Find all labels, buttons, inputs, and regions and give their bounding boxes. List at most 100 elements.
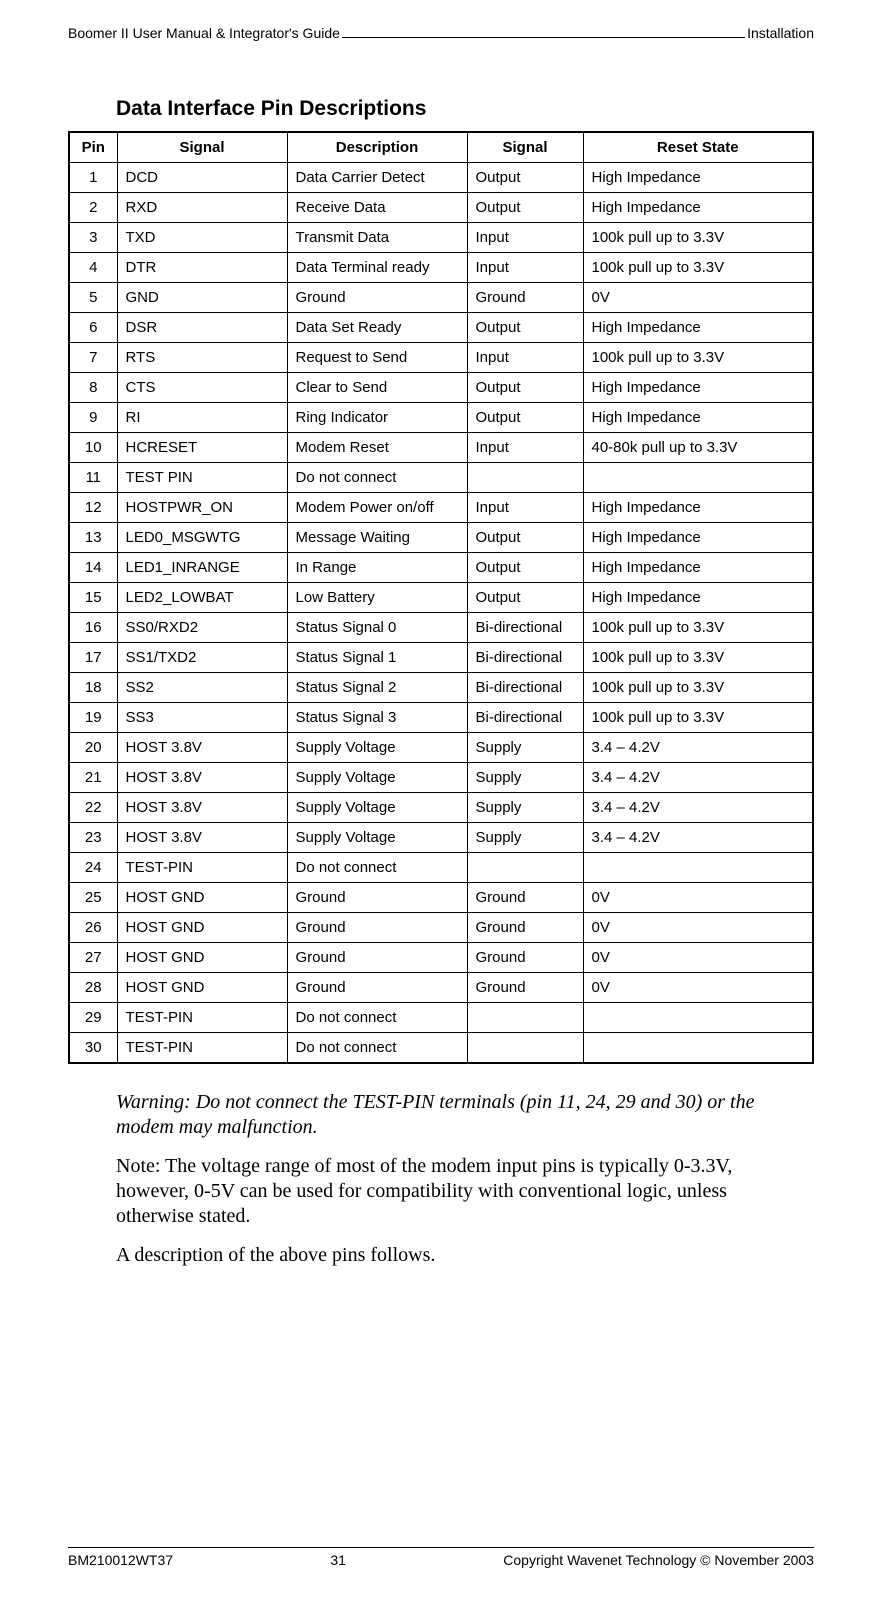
cell-pin: 30 — [69, 1033, 117, 1064]
cell-reset: 3.4 – 4.2V — [583, 823, 813, 853]
cell-signal: GND — [117, 283, 287, 313]
cell-signal: TXD — [117, 223, 287, 253]
table-row: 25HOST GNDGroundGround0V — [69, 883, 813, 913]
cell-dir — [467, 463, 583, 493]
cell-pin: 21 — [69, 763, 117, 793]
cell-dir: Input — [467, 253, 583, 283]
cell-desc: In Range — [287, 553, 467, 583]
cell-signal: RTS — [117, 343, 287, 373]
cell-signal: CTS — [117, 373, 287, 403]
table-row: 7RTSRequest to SendInput100k pull up to … — [69, 343, 813, 373]
table-row: 6DSRData Set ReadyOutputHigh Impedance — [69, 313, 813, 343]
cell-reset: High Impedance — [583, 193, 813, 223]
cell-desc: Ground — [287, 883, 467, 913]
table-row: 2RXDReceive DataOutputHigh Impedance — [69, 193, 813, 223]
cell-reset: 40-80k pull up to 3.3V — [583, 433, 813, 463]
table-row: 5GNDGroundGround0V — [69, 283, 813, 313]
cell-pin: 14 — [69, 553, 117, 583]
cell-signal: TEST PIN — [117, 463, 287, 493]
cell-pin: 16 — [69, 613, 117, 643]
cell-pin: 6 — [69, 313, 117, 343]
cell-reset: 100k pull up to 3.3V — [583, 703, 813, 733]
cell-signal: HOST 3.8V — [117, 823, 287, 853]
table-row: 23HOST 3.8VSupply VoltageSupply3.4 – 4.2… — [69, 823, 813, 853]
cell-pin: 12 — [69, 493, 117, 523]
cell-desc: Supply Voltage — [287, 823, 467, 853]
cell-desc: Request to Send — [287, 343, 467, 373]
cell-desc: Supply Voltage — [287, 763, 467, 793]
cell-desc: Status Signal 1 — [287, 643, 467, 673]
table-row: 27HOST GNDGroundGround0V — [69, 943, 813, 973]
cell-pin: 13 — [69, 523, 117, 553]
cell-dir: Bi-directional — [467, 703, 583, 733]
cell-signal: RI — [117, 403, 287, 433]
cell-pin: 26 — [69, 913, 117, 943]
cell-desc: Ring Indicator — [287, 403, 467, 433]
cell-signal: LED2_LOWBAT — [117, 583, 287, 613]
cell-desc: Ground — [287, 913, 467, 943]
page-header: Boomer II User Manual & Integrator's Gui… — [68, 25, 814, 41]
cell-reset: 3.4 – 4.2V — [583, 763, 813, 793]
footer-right: Copyright Wavenet Technology © November … — [503, 1552, 814, 1568]
cell-desc: Do not connect — [287, 1003, 467, 1033]
cell-signal: TEST-PIN — [117, 1033, 287, 1064]
cell-dir: Supply — [467, 823, 583, 853]
cell-dir: Supply — [467, 763, 583, 793]
cell-pin: 29 — [69, 1003, 117, 1033]
cell-dir: Ground — [467, 943, 583, 973]
cell-reset: 3.4 – 4.2V — [583, 733, 813, 763]
desc-follow-text: A description of the above pins follows. — [116, 1243, 804, 1268]
cell-signal: HCRESET — [117, 433, 287, 463]
cell-desc: Status Signal 3 — [287, 703, 467, 733]
cell-dir: Bi-directional — [467, 613, 583, 643]
cell-pin: 22 — [69, 793, 117, 823]
th-reset: Reset State — [583, 132, 813, 163]
cell-signal: HOST 3.8V — [117, 733, 287, 763]
cell-dir: Input — [467, 433, 583, 463]
table-row: 19SS3Status Signal 3Bi-directional100k p… — [69, 703, 813, 733]
table-row: 12HOSTPWR_ONModem Power on/offInputHigh … — [69, 493, 813, 523]
table-row: 18SS2Status Signal 2Bi-directional100k p… — [69, 673, 813, 703]
warning-text: Warning: Do not connect the TEST-PIN ter… — [116, 1090, 804, 1140]
cell-reset: 100k pull up to 3.3V — [583, 223, 813, 253]
table-row: 4DTRData Terminal readyInput100k pull up… — [69, 253, 813, 283]
cell-pin: 28 — [69, 973, 117, 1003]
cell-reset: High Impedance — [583, 523, 813, 553]
cell-signal: HOST GND — [117, 883, 287, 913]
cell-desc: Do not connect — [287, 853, 467, 883]
cell-pin: 18 — [69, 673, 117, 703]
cell-dir: Output — [467, 163, 583, 193]
cell-pin: 5 — [69, 283, 117, 313]
cell-signal: TEST-PIN — [117, 1003, 287, 1033]
cell-pin: 17 — [69, 643, 117, 673]
cell-dir: Output — [467, 583, 583, 613]
cell-desc: Data Carrier Detect — [287, 163, 467, 193]
cell-pin: 20 — [69, 733, 117, 763]
th-signal: Signal — [117, 132, 287, 163]
header-rule — [342, 27, 745, 38]
cell-dir: Output — [467, 313, 583, 343]
cell-reset: High Impedance — [583, 493, 813, 523]
cell-desc: Receive Data — [287, 193, 467, 223]
footer-center: 31 — [330, 1552, 346, 1568]
th-pin: Pin — [69, 132, 117, 163]
cell-dir — [467, 1003, 583, 1033]
cell-reset: 3.4 – 4.2V — [583, 793, 813, 823]
th-dir: Signal — [467, 132, 583, 163]
cell-signal: RXD — [117, 193, 287, 223]
cell-signal: LED1_INRANGE — [117, 553, 287, 583]
cell-dir: Supply — [467, 793, 583, 823]
cell-signal: LED0_MSGWTG — [117, 523, 287, 553]
cell-dir: Input — [467, 223, 583, 253]
cell-pin: 4 — [69, 253, 117, 283]
cell-reset: High Impedance — [583, 313, 813, 343]
cell-desc: Do not connect — [287, 1033, 467, 1064]
cell-signal: SS3 — [117, 703, 287, 733]
cell-signal: HOST GND — [117, 943, 287, 973]
cell-reset: 100k pull up to 3.3V — [583, 673, 813, 703]
cell-desc: Transmit Data — [287, 223, 467, 253]
cell-reset: 100k pull up to 3.3V — [583, 643, 813, 673]
cell-signal: SS1/TXD2 — [117, 643, 287, 673]
cell-dir: Input — [467, 343, 583, 373]
cell-desc: Ground — [287, 943, 467, 973]
